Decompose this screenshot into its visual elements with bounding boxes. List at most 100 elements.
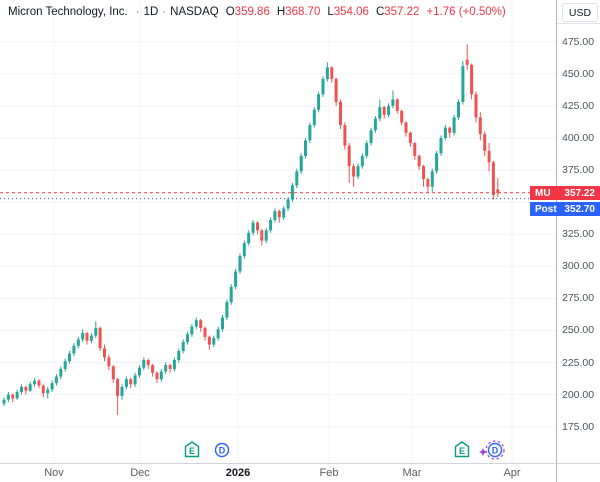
candle	[317, 91, 321, 113]
svg-text:D: D	[219, 446, 226, 456]
candle	[116, 377, 120, 416]
candle	[304, 137, 307, 159]
time-scale-border[interactable]	[0, 463, 600, 464]
candle	[20, 384, 23, 395]
candle	[347, 143, 351, 183]
candle	[474, 91, 478, 123]
candle	[203, 326, 207, 341]
candle	[94, 321, 98, 339]
candle	[483, 131, 487, 156]
candle	[120, 384, 124, 400]
candle	[487, 143, 491, 172]
time-tick-label: 2026	[225, 467, 251, 479]
candle	[221, 315, 224, 332]
candle	[448, 126, 452, 138]
candle	[321, 76, 325, 97]
candle	[151, 363, 155, 377]
candle	[68, 351, 71, 364]
candle	[457, 99, 460, 120]
price-tick-label: 175.00	[562, 421, 595, 433]
candle	[387, 103, 391, 118]
candle	[443, 125, 447, 141]
candle	[251, 220, 255, 236]
dividend-marker[interactable]: D	[479, 440, 505, 460]
high-letter: H	[276, 6, 286, 18]
interval-label[interactable]: 1D	[143, 6, 159, 18]
candle	[41, 384, 45, 398]
candle	[238, 253, 242, 274]
candle	[247, 230, 251, 246]
candle	[172, 357, 176, 372]
candle	[194, 317, 198, 330]
candle	[186, 331, 189, 345]
candle	[369, 127, 373, 146]
candle	[199, 318, 203, 332]
candle	[286, 197, 290, 212]
candle	[430, 168, 434, 192]
exchange-label: NASDAQ	[170, 6, 219, 18]
candle	[373, 116, 377, 133]
price-tick-label: 325.00	[562, 228, 595, 240]
candle	[242, 240, 246, 259]
price-scale-border[interactable]	[556, 0, 557, 482]
candle	[360, 153, 364, 169]
candle	[146, 358, 150, 369]
candle	[282, 206, 286, 221]
candle	[164, 362, 168, 375]
separator-dot: ·	[162, 6, 167, 18]
post-market-badge-label: Post	[535, 203, 557, 215]
svg-text:E: E	[459, 446, 465, 456]
candle	[190, 324, 194, 337]
earnings-marker[interactable]: E	[454, 441, 470, 458]
candle	[435, 150, 439, 174]
candle	[426, 177, 430, 194]
candle	[273, 208, 277, 223]
symbol-price-badge-value: 357.22	[564, 187, 595, 199]
time-tick-label: Mar	[402, 467, 422, 479]
svg-text:D: D	[492, 446, 499, 456]
candle	[330, 66, 334, 83]
candle	[452, 114, 456, 136]
candle	[37, 379, 41, 389]
candle	[11, 393, 15, 403]
candle	[391, 90, 395, 109]
price-tick-label: 400.00	[562, 132, 595, 144]
candle	[277, 209, 281, 223]
candle	[28, 381, 32, 392]
svg-text:E: E	[189, 446, 195, 456]
dividend-marker[interactable]: D	[214, 442, 230, 458]
price-tick-label: 300.00	[562, 260, 595, 272]
post-market-price-badge: Post 352.70	[530, 202, 600, 216]
price-tick-label: 225.00	[562, 357, 595, 369]
close-value: 357.22	[384, 6, 420, 18]
candle	[98, 326, 102, 351]
candle	[439, 135, 443, 156]
candle	[124, 376, 128, 390]
price-tick-label: 425.00	[562, 100, 595, 112]
sparkle-icon	[479, 448, 487, 456]
candle	[225, 299, 229, 321]
candle	[212, 335, 216, 348]
symbol-title[interactable]: Micron Technology, Inc.	[8, 6, 128, 18]
symbol-price-badge: MU 357.22	[530, 186, 600, 200]
time-tick-label: Nov	[44, 467, 64, 479]
candle	[6, 392, 10, 403]
price-tick-label: 450.00	[562, 68, 595, 80]
candle	[33, 377, 37, 387]
candle	[138, 365, 141, 378]
candle	[491, 161, 495, 200]
price-tick-label: 200.00	[562, 389, 595, 401]
candle	[308, 122, 312, 144]
candle	[264, 227, 268, 244]
candle	[290, 182, 294, 203]
earnings-marker[interactable]: E	[184, 441, 200, 458]
candle	[295, 168, 299, 188]
candle	[85, 331, 89, 345]
currency-toggle-button[interactable]: USD	[562, 3, 598, 22]
candle	[413, 141, 417, 160]
candle	[496, 178, 500, 197]
candle	[299, 153, 303, 174]
time-tick-label: Feb	[319, 467, 339, 479]
